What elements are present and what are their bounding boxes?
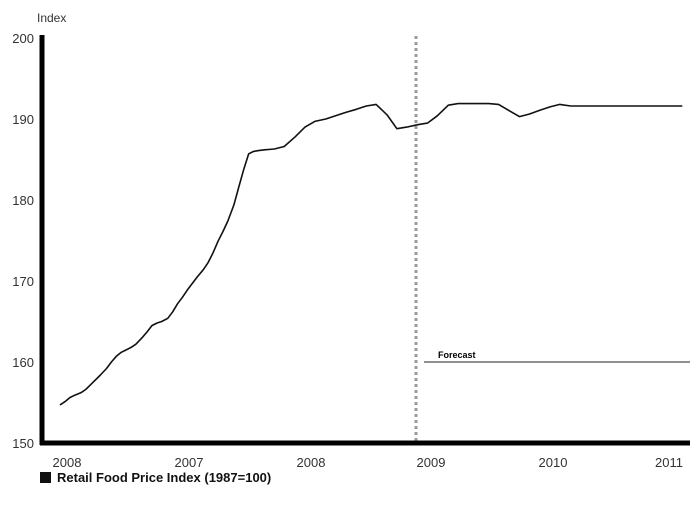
y-tick-label: 200 <box>12 31 34 46</box>
y-tick-labels: 150 160 170 180 190 200 <box>12 31 34 451</box>
legend: Retail Food Price Index (1987=100) <box>40 470 271 485</box>
x-tick-label: 2010 <box>539 455 568 470</box>
y-axis-label: Index <box>37 11 66 25</box>
x-tick-labels: 2008 2007 2008 2009 2010 2011 <box>53 455 683 470</box>
x-tick-label: 2007 <box>175 455 204 470</box>
y-tick-label: 190 <box>12 112 34 127</box>
y-tick-label: 180 <box>12 193 34 208</box>
retail-food-price-index-line <box>59 102 683 406</box>
x-tick-label: 2008 <box>53 455 82 470</box>
y-tick-label: 160 <box>12 355 34 370</box>
x-tick-label: 2008 <box>297 455 326 470</box>
y-tick-label: 170 <box>12 274 34 289</box>
x-tick-label: 2011 <box>655 455 683 470</box>
x-tick-label: 2009 <box>417 455 446 470</box>
y-tick-label: 150 <box>12 436 34 451</box>
legend-swatch <box>40 472 51 483</box>
legend-label: Retail Food Price Index (1987=100) <box>57 470 272 485</box>
forecast-annotation: Forecast <box>438 350 476 360</box>
